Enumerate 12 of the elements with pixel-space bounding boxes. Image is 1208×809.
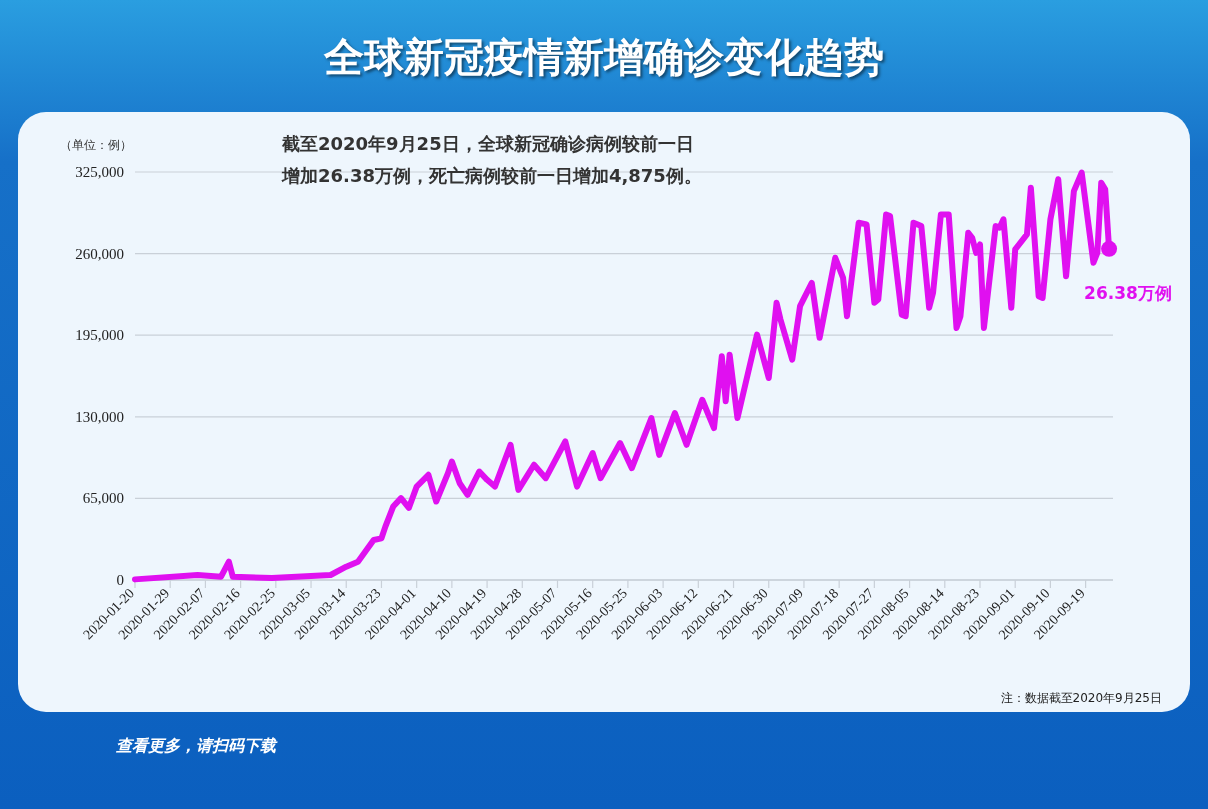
y-tick-label: 195,000 (75, 327, 124, 344)
y-tick-label: 65,000 (82, 490, 124, 507)
y-tick-label: 260,000 (75, 245, 124, 262)
text: 注：数据截至2020年9月25日 (1000, 690, 1162, 707)
y-tick-label: 325,000 (75, 164, 124, 180)
chart-subtitle: 截至2020年9月25日，全球新冠确诊病例较前一日增加26.38万例，死亡病例较前一日增加4,875例。 (282, 132, 702, 188)
text: 查看更多，请扫码下载 (116, 736, 276, 757)
chart-title: 全球新冠疫情新增确诊变化趋势 (323, 33, 885, 82)
y-tick-label: 130,000 (75, 408, 124, 425)
annotation: 26.38万例 (1084, 281, 1172, 305)
y-axis-title: （单位：例） (60, 137, 132, 154)
y-tick-label: 0 (116, 572, 124, 588)
